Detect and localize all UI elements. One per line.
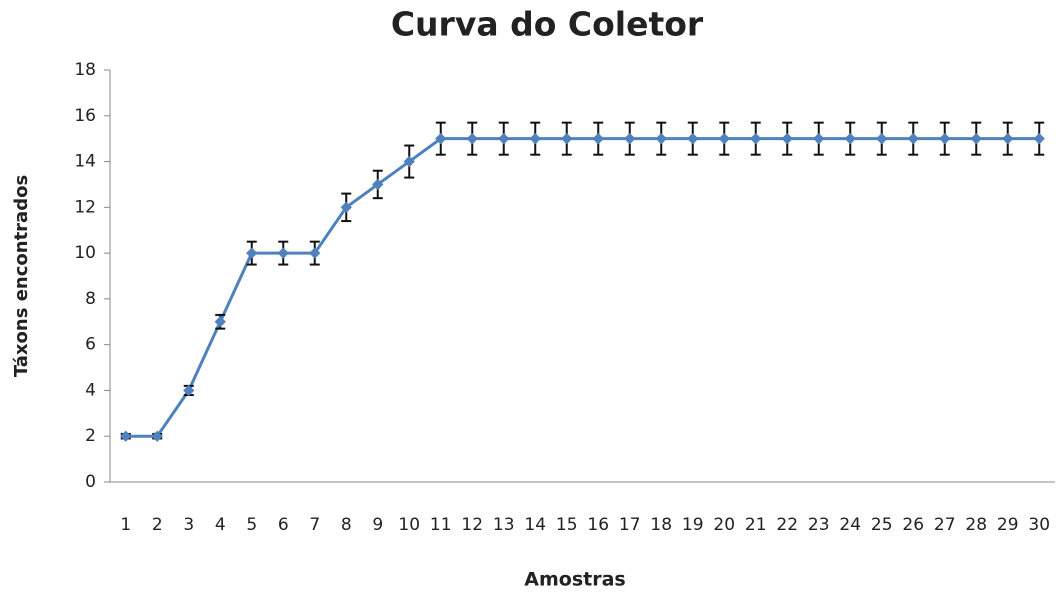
x-tick-label: 24 xyxy=(839,515,861,535)
marker xyxy=(655,133,667,145)
x-tick-label: 27 xyxy=(934,515,956,535)
x-tick-label: 29 xyxy=(997,515,1019,535)
x-tick-label: 9 xyxy=(372,515,383,535)
marker xyxy=(592,133,604,145)
marker xyxy=(813,133,825,145)
series-line xyxy=(125,137,1040,438)
y-tick-label: 6 xyxy=(85,335,96,355)
marker xyxy=(781,133,793,145)
x-tick-label: 2 xyxy=(152,515,163,535)
marker xyxy=(214,316,226,328)
x-axis-label: Amostras xyxy=(524,569,625,591)
marker xyxy=(1002,133,1014,145)
y-tick-label: 14 xyxy=(74,152,96,172)
x-tick-label: 1 xyxy=(120,515,131,535)
marker xyxy=(529,133,541,145)
x-tick-label: 8 xyxy=(341,515,352,535)
x-tick-label: 26 xyxy=(902,515,924,535)
y-tick-label: 10 xyxy=(74,243,96,263)
marker xyxy=(183,384,195,397)
x-tick-label: 5 xyxy=(246,515,257,535)
x-tick-label: 12 xyxy=(461,515,483,535)
x-tick-label: 3 xyxy=(183,515,194,535)
x-tick-label: 4 xyxy=(215,515,226,535)
marker xyxy=(1033,133,1045,145)
x-tick-label: 28 xyxy=(965,515,987,535)
marker xyxy=(403,155,415,168)
x-tick-label: 6 xyxy=(278,515,289,535)
marker xyxy=(844,133,856,145)
y-tick-label: 12 xyxy=(74,197,96,217)
x-tick-label: 14 xyxy=(524,515,546,535)
x-tick-label: 22 xyxy=(776,515,798,535)
x-tick-label: 25 xyxy=(871,515,893,535)
x-tick-label: 21 xyxy=(745,515,767,535)
marker xyxy=(750,133,762,145)
marker xyxy=(687,133,699,145)
marker xyxy=(309,247,321,259)
x-tick-label: 20 xyxy=(713,515,735,535)
marker xyxy=(466,133,478,145)
marker xyxy=(907,133,919,145)
y-tick-label: 8 xyxy=(85,289,96,309)
x-tick-label: 16 xyxy=(587,515,609,535)
marker xyxy=(624,133,636,145)
x-tick-label: 17 xyxy=(619,515,641,535)
y-axis-label: Táxons encontrados xyxy=(11,175,32,377)
y-tick-label: 4 xyxy=(85,380,96,400)
marker xyxy=(561,133,573,145)
y-tick-label: 2 xyxy=(85,426,96,446)
marker xyxy=(498,133,510,145)
marker xyxy=(435,133,447,145)
x-tick-label: 13 xyxy=(493,515,515,535)
marker xyxy=(120,430,132,442)
y-tick-label: 16 xyxy=(74,106,96,126)
marker xyxy=(277,247,289,259)
x-tick-label: 23 xyxy=(808,515,830,535)
y-tick-label: 0 xyxy=(85,472,96,492)
marker xyxy=(246,247,258,259)
x-tick-label: 18 xyxy=(650,515,672,535)
x-tick-label: 15 xyxy=(556,515,578,535)
x-tick-label: 30 xyxy=(1028,515,1050,535)
x-tick-label: 11 xyxy=(430,515,452,535)
chart-title: Curva do Coletor xyxy=(391,5,704,44)
marker xyxy=(939,133,951,145)
marker xyxy=(970,133,982,145)
x-tick-label: 19 xyxy=(682,515,704,535)
x-tick-label: 7 xyxy=(309,515,320,535)
y-tick-label: 18 xyxy=(74,60,96,80)
marker xyxy=(718,133,730,145)
marker xyxy=(151,430,163,442)
marker xyxy=(372,178,384,191)
x-tick-label: 10 xyxy=(398,515,420,535)
marker xyxy=(876,133,888,145)
marker xyxy=(340,201,352,213)
